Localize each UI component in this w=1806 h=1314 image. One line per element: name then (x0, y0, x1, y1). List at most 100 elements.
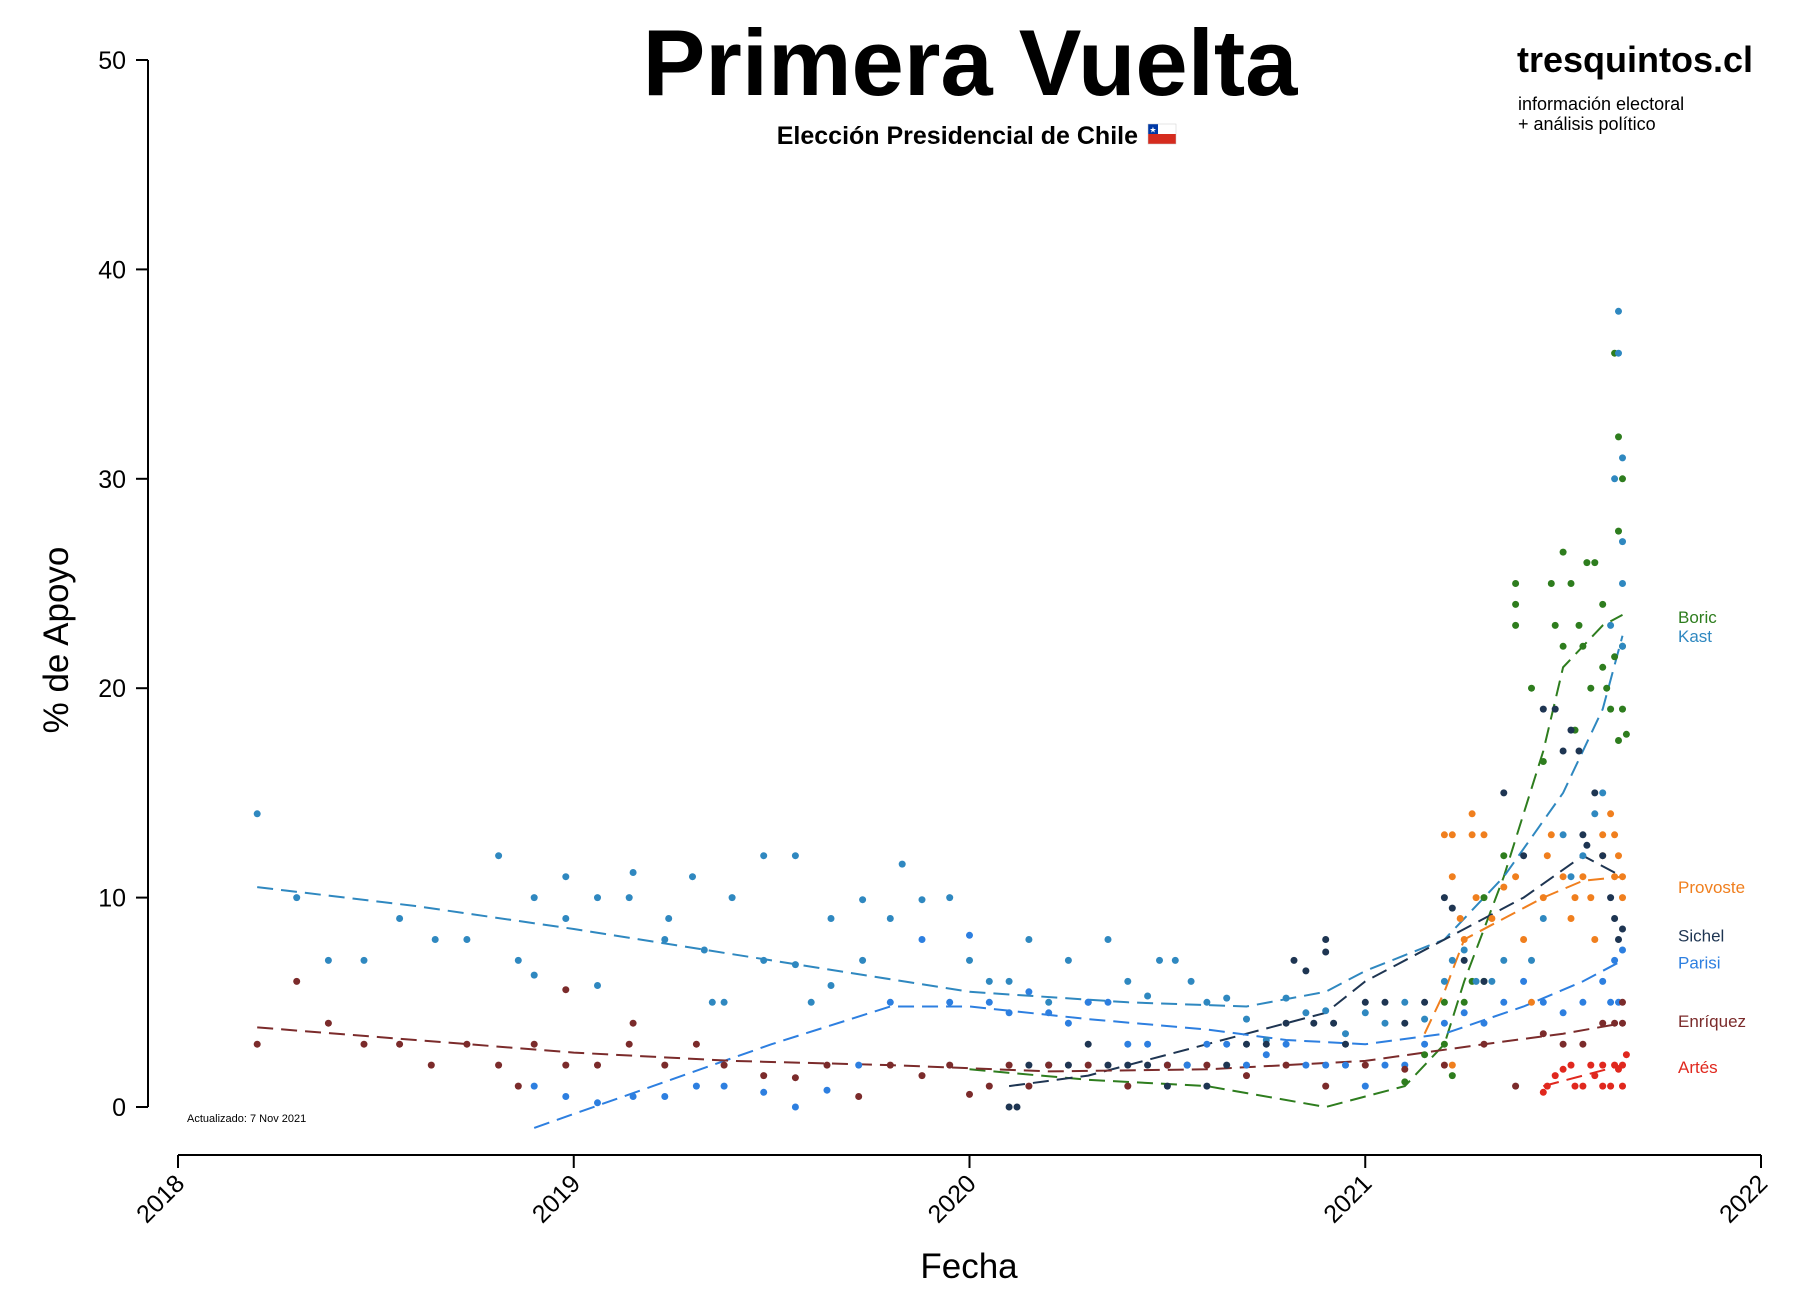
data-point-kast (495, 852, 503, 860)
data-point-kast (708, 998, 716, 1006)
data-point-parisi (1005, 1009, 1013, 1017)
data-point-provoste (1619, 873, 1626, 881)
data-point-boric (1512, 621, 1520, 629)
data-point-provoste (1591, 936, 1599, 943)
data-point-sichel (1619, 925, 1626, 933)
data-point-boric (1440, 1040, 1448, 1048)
data-point-kast (1064, 956, 1072, 964)
data-point-parisi (1421, 1040, 1429, 1048)
data-point-kast (1342, 1030, 1349, 1038)
data-point-sichel (1163, 1082, 1171, 1090)
data-point-kast (360, 956, 368, 964)
data-point-kast (827, 982, 835, 989)
data-point-parisi (1322, 1061, 1330, 1069)
chart-title: Primera Vuelta (643, 10, 1299, 115)
data-point-parisi (629, 1093, 637, 1100)
trend-line-provoste (1423, 875, 1623, 1035)
data-point-kast (1528, 956, 1535, 964)
data-point-enríquez (1005, 1061, 1013, 1069)
data-point-provoste (1488, 915, 1496, 922)
data-point-enríquez (1599, 1019, 1607, 1027)
data-point-provoste (1579, 873, 1587, 881)
data-point-kast (827, 915, 835, 922)
data-point-kast (1171, 956, 1179, 964)
data-point-kast (530, 894, 538, 902)
data-point-parisi (946, 998, 954, 1006)
data-point-sichel (1551, 705, 1559, 713)
data-point-boric (1448, 1072, 1456, 1080)
data-point-parisi (823, 1086, 831, 1094)
y-tick-label: 40 (98, 256, 126, 284)
data-point-parisi (1223, 1040, 1231, 1048)
data-point-provoste (1619, 894, 1626, 902)
data-point-boric (1460, 998, 1468, 1006)
trend-lines (257, 614, 1624, 1129)
data-point-artés (1619, 1061, 1626, 1069)
data-point-boric (1615, 737, 1622, 744)
data-point-artés (1607, 1082, 1615, 1090)
data-point-sichel (1607, 894, 1615, 902)
data-point-parisi (1183, 1061, 1191, 1069)
data-point-parisi (1045, 1009, 1053, 1017)
brand-logo: tresquintos.cl (1517, 39, 1753, 80)
data-point-parisi (1084, 998, 1092, 1006)
data-point-parisi (855, 1061, 863, 1069)
data-point-kast (1282, 994, 1290, 1002)
data-point-kast (720, 998, 728, 1006)
data-point-kast (1223, 994, 1231, 1002)
data-point-kast (1472, 977, 1480, 985)
data-point-kast (1243, 1015, 1250, 1023)
x-tick-label: 2022 (1714, 1169, 1773, 1228)
data-point-boric (1619, 475, 1626, 483)
data-point-enríquez (823, 1061, 831, 1069)
data-point-parisi (1460, 1009, 1468, 1017)
data-point-boric (1567, 580, 1575, 587)
data-point-enríquez (293, 977, 301, 985)
data-point-enríquez (562, 1061, 570, 1069)
data-point-enríquez (253, 1040, 261, 1048)
updated-note: Actualizado: 7 Nov 2021 (187, 1113, 306, 1125)
data-point-sichel (1579, 831, 1587, 839)
data-point-sichel (1025, 1061, 1033, 1069)
data-point-artés (1571, 1082, 1579, 1090)
data-point-kast (1599, 789, 1607, 797)
data-point-kast (946, 894, 954, 902)
data-point-parisi (966, 931, 973, 939)
series-label-kast: Kast (1678, 627, 1712, 646)
data-point-enríquez (396, 1040, 404, 1048)
data-point-provoste (1468, 831, 1476, 839)
data-point-provoste (1567, 915, 1575, 922)
data-point-sichel (1005, 1103, 1013, 1111)
data-point-boric (1579, 642, 1587, 650)
data-point-kast (1615, 349, 1622, 357)
data-point-sichel (1322, 936, 1330, 943)
data-point-sichel (1330, 1019, 1338, 1027)
y-tick-label: 0 (112, 1094, 126, 1122)
data-point-enríquez (1045, 1061, 1053, 1069)
data-point-provoste (1528, 998, 1535, 1006)
x-axis-title: Fecha (920, 1247, 1018, 1286)
y-tick-label: 10 (98, 885, 126, 913)
x-axis: 2018 2019 2020 2021 2022 (131, 1154, 1773, 1229)
data-point-kast (791, 961, 799, 969)
data-point-enríquez (1539, 1030, 1547, 1038)
data-point-enríquez (985, 1082, 993, 1090)
data-point-boric (1559, 548, 1567, 556)
data-point-provoste (1571, 894, 1579, 902)
data-point-kast (594, 982, 601, 989)
data-point-boric (1611, 653, 1619, 661)
y-tick-label: 50 (98, 47, 126, 75)
data-point-provoste (1607, 810, 1615, 818)
data-point-sichel (1520, 852, 1528, 860)
data-point-sichel (1500, 789, 1508, 797)
data-point-kast (514, 956, 522, 964)
data-point-enríquez (946, 1061, 954, 1069)
y-axis: 0 10 20 30 40 50 (98, 47, 149, 1122)
data-point-sichel (1583, 841, 1591, 849)
data-point-parisi (1282, 1040, 1290, 1048)
data-point-provoste (1599, 831, 1607, 839)
data-point-sichel (1591, 789, 1599, 797)
y-tick-label: 20 (98, 675, 126, 703)
data-point-provoste (1448, 831, 1456, 839)
